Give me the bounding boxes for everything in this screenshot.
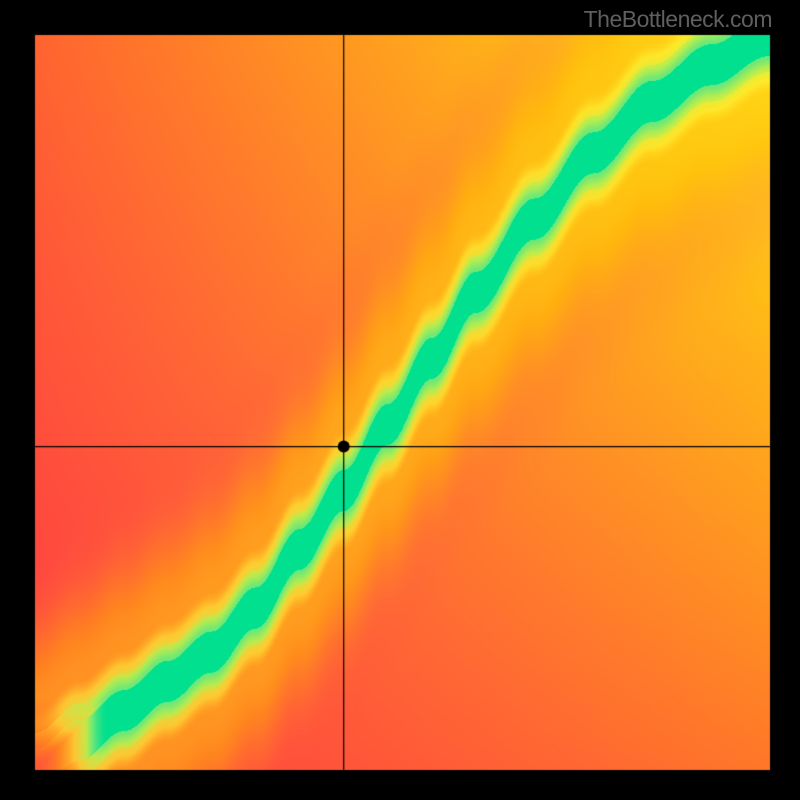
crosshair-overlay bbox=[0, 0, 800, 800]
watermark-text: TheBottleneck.com bbox=[584, 6, 772, 33]
